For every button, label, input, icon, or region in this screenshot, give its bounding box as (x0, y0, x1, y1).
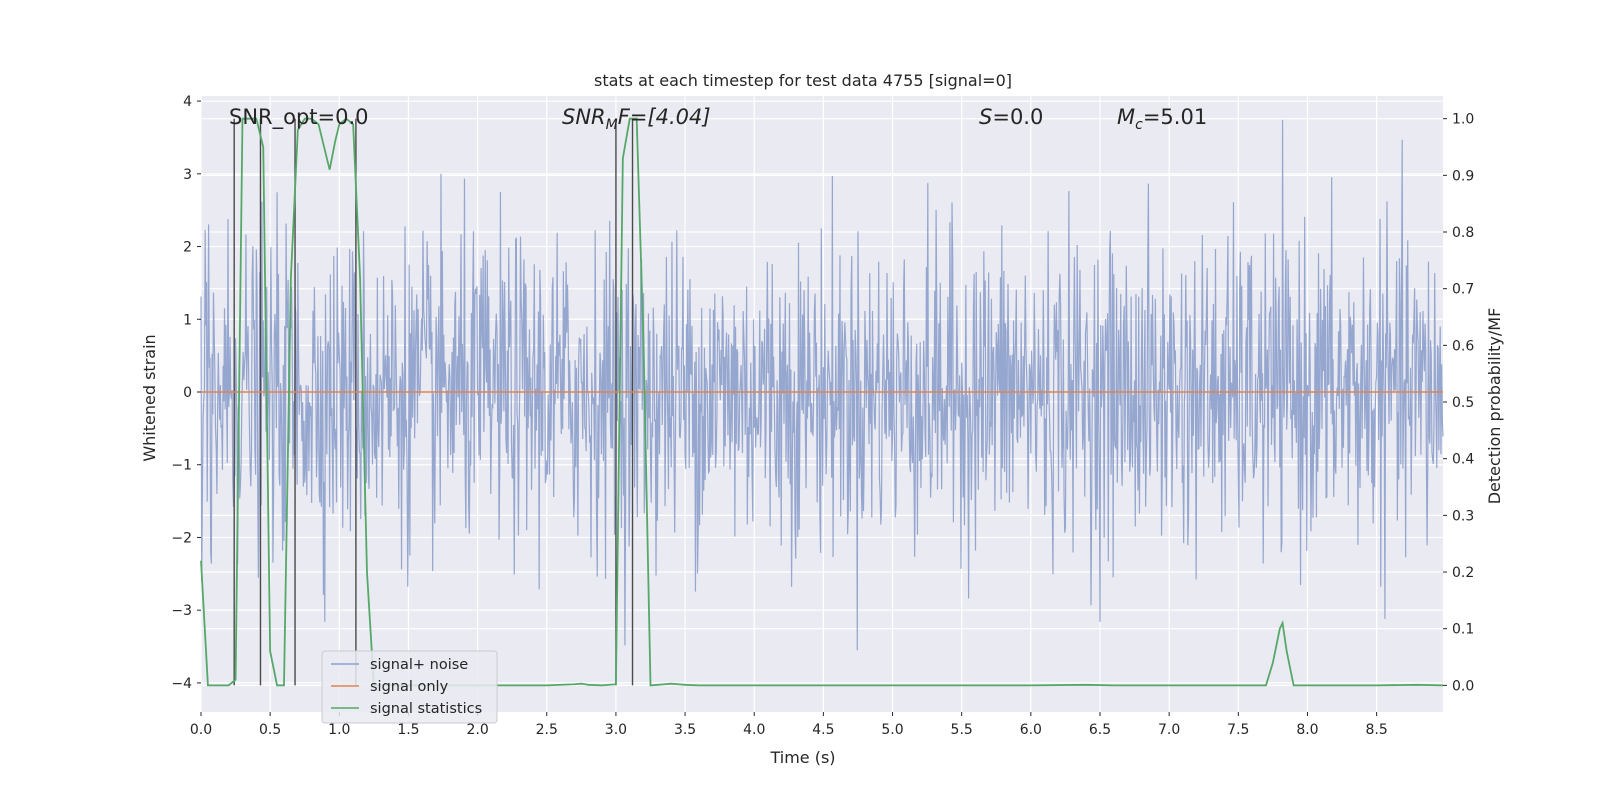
annotation-s: S=0.0 (979, 105, 1043, 129)
y-axis-label-right: Detection probability/MF (1485, 308, 1504, 505)
x-tick-label-2: 1.0 (328, 722, 350, 738)
y-tick-label-right-7: 0.3 (1452, 508, 1474, 524)
y-tick-label-right-8: 0.2 (1452, 565, 1474, 581)
y-tick-label-left-0: 4 (183, 94, 192, 110)
y-tick-label-right-2: 0.8 (1452, 225, 1474, 241)
x-tick-label-10: 5.0 (881, 722, 903, 738)
x-tick-label-5: 2.5 (536, 722, 558, 738)
y-tick-label-right-4: 0.6 (1452, 338, 1474, 354)
y-tick-label-left-7: −3 (171, 603, 192, 619)
y-tick-label-left-1: 3 (183, 167, 192, 183)
x-tick-label-11: 5.5 (951, 722, 973, 738)
annotation-snr-mf: SNRMF=[4.04] (562, 105, 711, 133)
mc-rest: =5.01 (1143, 105, 1207, 129)
chart-title: stats at each timestep for test data 475… (594, 71, 1012, 90)
mc-sym: M (1117, 105, 1135, 129)
y-tick-label-right-3: 0.7 (1452, 282, 1474, 298)
x-tick-label-17: 8.5 (1365, 722, 1387, 738)
y-tick-label-right-5: 0.5 (1452, 395, 1474, 411)
x-tick-label-9: 4.5 (812, 722, 834, 738)
x-tick-label-15: 7.5 (1227, 722, 1249, 738)
vertical-markers (233, 118, 634, 686)
x-tick-label-4: 2.0 (466, 722, 488, 738)
y-tick-label-right-6: 0.4 (1452, 452, 1474, 468)
annotation-mc: Mc=5.01 (1117, 105, 1207, 133)
x-axis-label: Time (s) (769, 748, 835, 767)
y-tick-label-right-10: 0.0 (1452, 678, 1474, 694)
x-tick-label-14: 7.0 (1158, 722, 1180, 738)
x-tick-label-6: 3.0 (605, 722, 627, 738)
noise-line (200, 119, 1444, 651)
s-sym: S (979, 105, 992, 129)
mc-sub: c (1135, 117, 1143, 133)
x-tick-label-13: 6.5 (1089, 722, 1111, 738)
legend: signal+ noise signal only signal statist… (321, 650, 498, 724)
x-tick-label-16: 8.0 (1296, 722, 1318, 738)
legend-label-stats: signal statistics (370, 701, 482, 717)
legend-label-noise: signal+ noise (370, 657, 468, 673)
x-tick-label-1: 0.5 (259, 722, 281, 738)
y-tick-label-left-2: 2 (183, 240, 192, 256)
y-tick-label-right-0: 1.0 (1452, 112, 1474, 128)
annotation-snr-opt: SNR_opt=0.0 (229, 105, 369, 130)
y-tick-label-left-3: 1 (183, 312, 192, 328)
y-tick-label-right-9: 0.1 (1452, 622, 1474, 638)
snr-mf-base: SNR (562, 105, 606, 129)
axis-ticks: 0.0 0.5 1.0 1.5 2.0 2.5 3.0 3.5 4.0 4.5 5.0 5.5 6.0 6… (171, 94, 1474, 738)
y-tick-label-left-8: −4 (171, 676, 192, 692)
legend-frame (321, 650, 498, 724)
y-tick-label-left-4: 0 (183, 385, 192, 401)
snr-mf-sub: M (606, 117, 618, 133)
x-tick-label-8: 4.0 (743, 722, 765, 738)
y-tick-label-left-5: −1 (171, 458, 192, 474)
x-tick-label-0: 0.0 (190, 722, 212, 738)
s-rest: =0.0 (992, 105, 1043, 129)
x-tick-label-12: 6.0 (1020, 722, 1042, 738)
y-tick-label-left-6: −2 (171, 530, 192, 546)
legend-label-signal: signal only (370, 679, 449, 695)
annotations: SNR_opt=0.0 SNRMF=[4.04] S=0.0 Mc=5.01 (229, 105, 1207, 133)
y-axis-label-left: Whitened strain (140, 334, 159, 461)
y-tick-label-right-1: 0.9 (1452, 168, 1474, 184)
x-tick-label-3: 1.5 (397, 722, 419, 738)
x-tick-label-7: 3.5 (674, 722, 696, 738)
noise-series (200, 119, 1444, 651)
snr-mf-rest: F=[4.04] (618, 105, 711, 129)
